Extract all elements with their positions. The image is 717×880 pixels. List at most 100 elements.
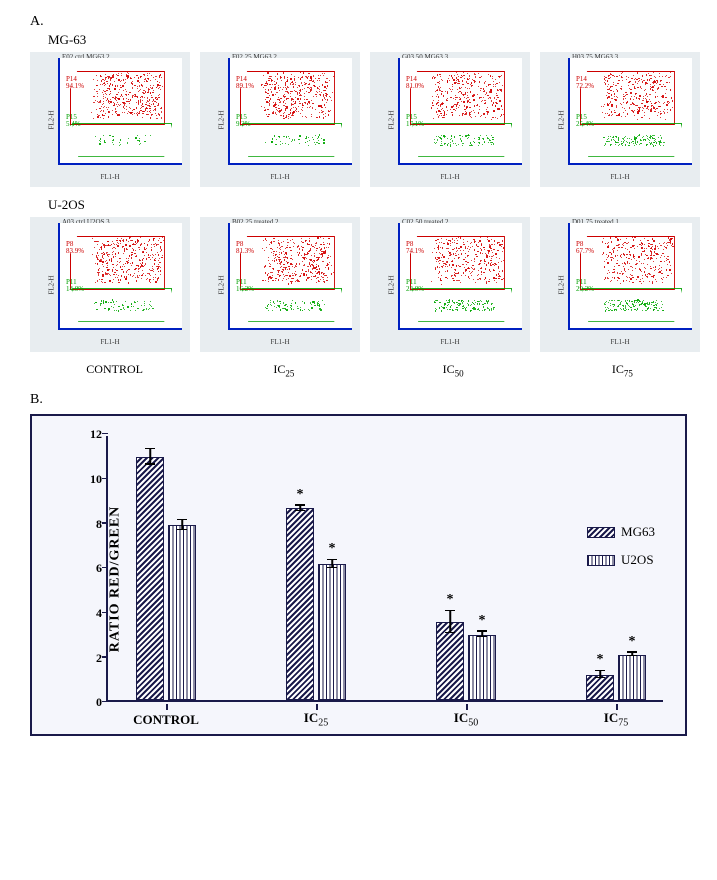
u2os-row: A03 ctrl U2OS 3Gate: (P3 in all)P883.9%P… bbox=[30, 217, 707, 352]
error-cap bbox=[177, 519, 187, 521]
scatter-plot: G03 50 MG63 3Gate: (P4 in all)P1481.0%P1… bbox=[370, 52, 530, 187]
error-cap bbox=[177, 529, 187, 531]
significance-marker: * bbox=[597, 652, 604, 668]
bar-u2os-ic75 bbox=[618, 655, 646, 701]
error-cap bbox=[327, 559, 337, 561]
pop-green-label: P1517.1% bbox=[406, 114, 424, 128]
y-axis bbox=[106, 436, 108, 702]
legend-label-u2os: U2OS bbox=[621, 552, 654, 568]
gate-green bbox=[582, 123, 682, 157]
pop-green-label: P1129.2% bbox=[576, 279, 594, 293]
plot-area: P1494.1%P155.4% bbox=[58, 58, 182, 165]
bar-mg63-ic25 bbox=[286, 508, 314, 700]
y-tick-label: 4 bbox=[84, 606, 102, 621]
error-cap bbox=[145, 463, 155, 465]
scatter-plot: F02 25 MG63 2Gate: (P4 in all)P1489.1%P1… bbox=[200, 52, 360, 187]
error-cap bbox=[445, 632, 455, 634]
x-tick-label: IC75 bbox=[604, 710, 628, 729]
plot-area: P1481.0% P1517.1% bbox=[398, 58, 522, 165]
pop-red-label: P874.1% bbox=[406, 241, 424, 255]
condition-label: IC25 bbox=[199, 362, 368, 378]
significance-marker: * bbox=[447, 592, 454, 608]
gate-green bbox=[72, 123, 172, 157]
pop-green-label: P1525.4% bbox=[576, 114, 594, 128]
y-tick-label: 2 bbox=[84, 651, 102, 666]
y-tick-label: 10 bbox=[84, 472, 102, 487]
plot-area: P1489.1%P159.2% bbox=[228, 58, 352, 165]
pop-red-label: P867.7% bbox=[576, 241, 594, 255]
y-axis-label: FL2-H bbox=[388, 275, 396, 294]
error-bar bbox=[449, 611, 451, 633]
x-axis-label: FL1-H bbox=[440, 338, 459, 346]
scatter-plot: D01 75 treated 1Gate: (P3 in all)P867.7%… bbox=[540, 217, 700, 352]
y-tick-label: 0 bbox=[84, 695, 102, 710]
x-tick-label: CONTROL bbox=[133, 712, 199, 728]
x-tick-label: IC50 bbox=[454, 710, 478, 729]
x-axis-label: FL1-H bbox=[440, 173, 459, 181]
pop-red-label: P1481.0% bbox=[406, 76, 424, 90]
y-axis-label: FL2-H bbox=[218, 275, 226, 294]
pop-green-label: P1116.2% bbox=[236, 279, 254, 293]
bar-mg63-control bbox=[136, 457, 164, 700]
significance-marker: * bbox=[629, 634, 636, 650]
y-axis-label: FL2-H bbox=[48, 110, 56, 129]
cell-line-u2os: U-2OS bbox=[48, 197, 707, 213]
bar-mg63-ic50 bbox=[436, 622, 464, 700]
y-axis-label: FL2-H bbox=[218, 110, 226, 129]
pop-red-label: P1494.1% bbox=[66, 76, 84, 90]
x-axis-label: FL1-H bbox=[270, 338, 289, 346]
error-cap bbox=[295, 504, 305, 506]
condition-labels: CONTROLIC25IC50IC75 bbox=[30, 362, 707, 378]
y-axis-label: FL2-H bbox=[388, 110, 396, 129]
y-tick-label: 6 bbox=[84, 561, 102, 576]
x-axis-label: FL1-H bbox=[610, 173, 629, 181]
y-tick-mark bbox=[102, 701, 108, 703]
mg63-row: E02 ctrl MG63 2Gate: (P4 in all)P1494.1%… bbox=[30, 52, 707, 187]
bar-u2os-ic50 bbox=[468, 635, 496, 701]
condition-label: CONTROL bbox=[30, 362, 199, 378]
condition-label: IC75 bbox=[538, 362, 707, 378]
scatter-plot: A03 ctrl U2OS 3Gate: (P3 in all)P883.9%P… bbox=[30, 217, 190, 352]
legend-u2os: U2OS bbox=[587, 552, 655, 568]
scatter-plot: H03 75 MG63 3Gate: (P4 in all)P1472.2%P1… bbox=[540, 52, 700, 187]
pop-red-label: P1489.1% bbox=[236, 76, 254, 90]
legend: MG63 U2OS bbox=[587, 524, 655, 580]
bar-chart: RATIO RED/GREEN MG63 U2OS 024681012CONTR… bbox=[30, 414, 687, 736]
bar-mg63-ic75 bbox=[586, 675, 614, 701]
y-tick-mark bbox=[102, 433, 108, 435]
error-cap bbox=[595, 677, 605, 679]
legend-mg63: MG63 bbox=[587, 524, 655, 540]
x-axis-label: FL1-H bbox=[100, 173, 119, 181]
y-axis-label: FL2-H bbox=[48, 275, 56, 294]
bar-u2os-ic25 bbox=[318, 564, 346, 700]
pop-red-label: P881.3% bbox=[236, 241, 254, 255]
x-axis-label: FL1-H bbox=[610, 338, 629, 346]
x-axis bbox=[106, 700, 663, 702]
y-tick-mark bbox=[102, 522, 108, 524]
y-tick-mark bbox=[102, 612, 108, 614]
pop-red-label: P883.9% bbox=[66, 241, 84, 255]
y-tick-label: 12 bbox=[84, 427, 102, 442]
plot-area: P881.3% P1116.2% bbox=[228, 223, 352, 330]
pop-green-label: P1114.0% bbox=[66, 279, 84, 293]
error-cap bbox=[445, 610, 455, 612]
plot-area: P867.7% P1129.2% bbox=[568, 223, 692, 330]
plot-area: P883.9% P1114.0% bbox=[58, 223, 182, 330]
x-axis-label: FL1-H bbox=[100, 338, 119, 346]
y-axis-label: FL2-H bbox=[558, 110, 566, 129]
error-cap bbox=[595, 670, 605, 672]
error-cap bbox=[477, 630, 487, 632]
y-tick-mark bbox=[102, 567, 108, 569]
bar-u2os-control bbox=[168, 525, 196, 700]
scatter-plot: E02 ctrl MG63 2Gate: (P4 in all)P1494.1%… bbox=[30, 52, 190, 187]
panel-b-label: B. bbox=[30, 392, 707, 408]
y-tick-mark bbox=[102, 656, 108, 658]
scatter-plot: B02 25 treated 2Gate: (P3 in all)P881.3%… bbox=[200, 217, 360, 352]
y-tick-mark bbox=[102, 478, 108, 480]
x-tick-mark bbox=[166, 704, 168, 710]
error-cap bbox=[477, 636, 487, 638]
significance-marker: * bbox=[297, 487, 304, 503]
legend-swatch-diag bbox=[587, 527, 615, 538]
panel-a-label: A. bbox=[30, 14, 707, 30]
plot-area: P874.1%P1123.0% bbox=[398, 223, 522, 330]
